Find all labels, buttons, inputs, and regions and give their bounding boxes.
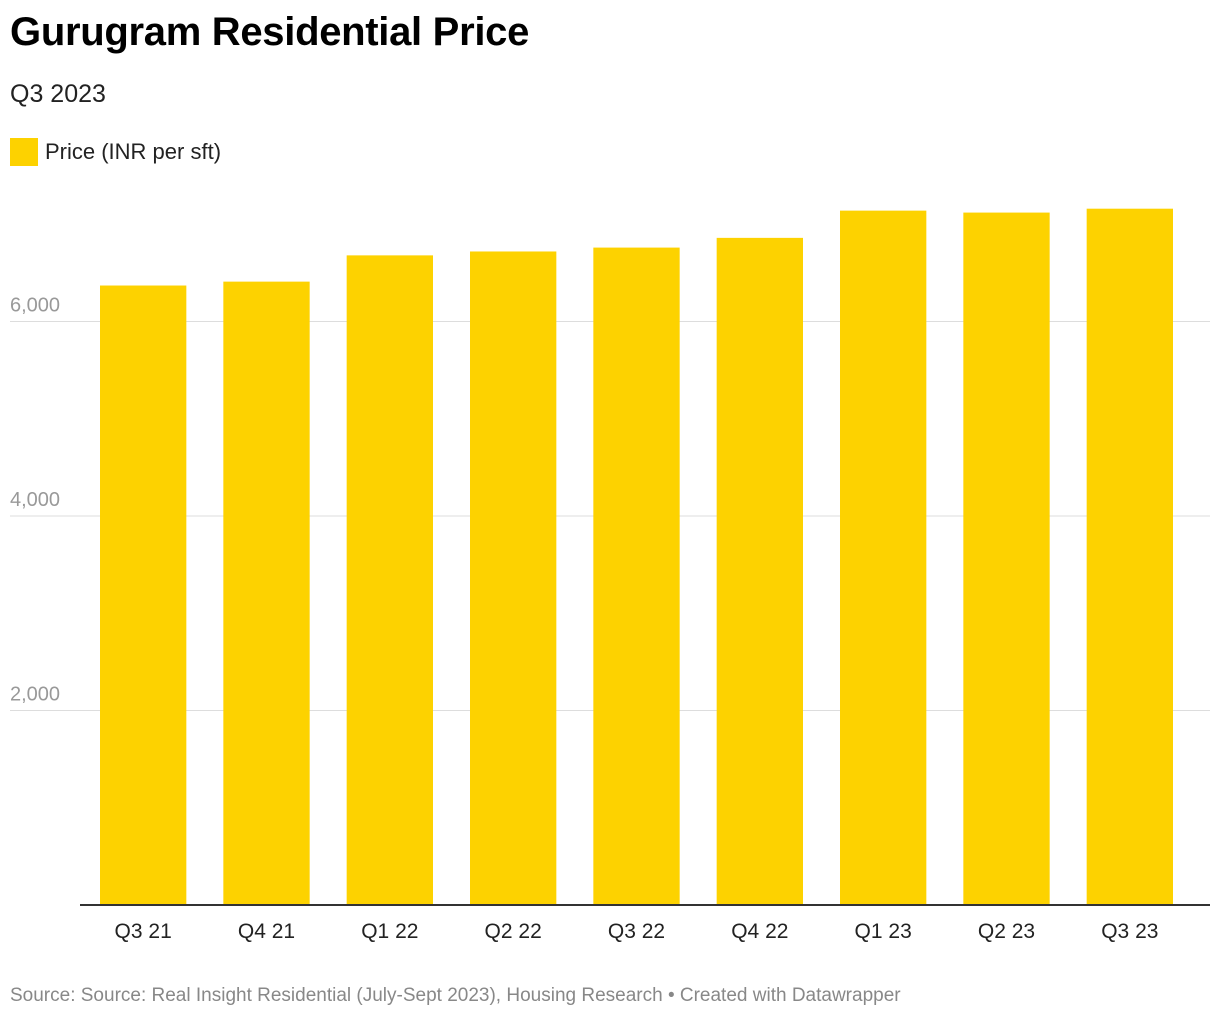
x-tick-label: Q3 21 <box>115 920 172 943</box>
legend-swatch <box>10 138 38 166</box>
chart-subtitle: Q3 2023 <box>10 80 106 108</box>
bars <box>100 208 1173 906</box>
x-tick-label: Q1 22 <box>361 920 418 943</box>
y-tick-label: 6,000 <box>10 295 60 317</box>
chart-title: Gurugram Residential Price <box>10 10 530 54</box>
bar <box>716 237 803 906</box>
bar <box>223 281 310 905</box>
source-note: Source: Source: Real Insight Residential… <box>10 985 901 1006</box>
x-tick-label: Q2 22 <box>485 920 542 943</box>
x-tick-label: Q4 21 <box>238 920 295 943</box>
x-tick-label: Q2 23 <box>978 920 1035 943</box>
x-axis-ticks: Q3 21 Q4 21 Q1 22 Q2 22 Q3 22 Q4 22 Q1 23 Q2 23… <box>115 920 1159 943</box>
bar <box>963 212 1050 905</box>
y-axis-ticks: 2,000 4,000 6,000 <box>10 295 60 706</box>
bar <box>470 251 557 906</box>
legend: Price (INR per sft) <box>10 138 221 166</box>
x-tick-label: Q4 22 <box>731 920 788 943</box>
legend-label: Price (INR per sft) <box>45 139 222 164</box>
bar <box>593 247 680 906</box>
y-tick-label: 4,000 <box>10 489 60 511</box>
x-tick-label: Q3 22 <box>608 920 665 943</box>
bar <box>346 255 433 905</box>
x-tick-label: Q3 23 <box>1101 920 1158 943</box>
x-tick-label: Q1 23 <box>855 920 912 943</box>
y-tick-label: 2,000 <box>10 684 60 706</box>
bar <box>100 285 187 906</box>
bar <box>840 210 927 905</box>
bar <box>1086 208 1173 905</box>
